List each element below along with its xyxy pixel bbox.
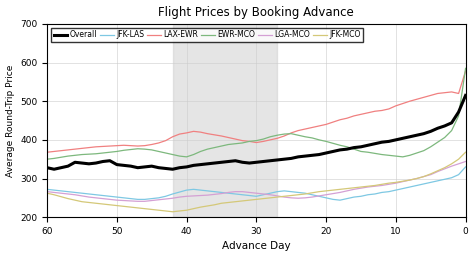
Line: JFK-LAS: JFK-LAS [47,167,465,200]
JFK-LAS [267,192,273,195]
LAX-EWR [44,151,50,154]
EWR-MCO [128,148,134,151]
LAX-EWR [191,130,196,133]
Overall [51,168,57,171]
JFK-LAS [128,197,134,200]
Line: LGA-MCO: LGA-MCO [47,161,465,201]
JFK-LAS [414,184,419,187]
LAX-EWR [128,144,134,147]
LGA-MCO [463,160,468,163]
LAX-EWR [267,138,273,141]
Line: JFK-MCO: JFK-MCO [47,152,465,212]
Line: LAX-EWR: LAX-EWR [47,71,465,152]
Overall [198,163,203,166]
JFK-MCO [198,206,203,209]
Overall [414,134,419,137]
Legend: Overall, JFK-LAS, LAX-EWR, EWR-MCO, LGA-MCO, JFK-MCO: Overall, JFK-LAS, LAX-EWR, EWR-MCO, LGA-… [51,28,363,42]
JFK-LAS [463,165,468,168]
EWR-MCO [191,153,196,156]
JFK-LAS [44,188,50,191]
JFK-LAS [142,198,147,201]
Bar [173,24,277,217]
Line: EWR-MCO: EWR-MCO [47,68,465,159]
Overall [302,154,308,158]
JFK-MCO [170,210,175,213]
Overall [274,158,280,161]
EWR-MCO [407,154,412,157]
LGA-MCO [149,199,155,202]
LAX-EWR [463,69,468,72]
JFK-MCO [128,206,134,209]
JFK-MCO [414,177,419,180]
LGA-MCO [198,194,203,197]
X-axis label: Advance Day: Advance Day [222,241,291,251]
Y-axis label: Average Round-Trip Price: Average Round-Trip Price [6,64,15,177]
LGA-MCO [414,177,419,180]
LGA-MCO [135,200,141,203]
JFK-MCO [302,192,308,196]
JFK-MCO [44,192,50,195]
LGA-MCO [44,190,50,193]
LAX-EWR [142,144,147,147]
LGA-MCO [302,196,308,199]
EWR-MCO [44,158,50,161]
JFK-MCO [463,151,468,154]
Overall [135,166,141,169]
LGA-MCO [128,199,134,203]
JFK-MCO [142,207,147,210]
EWR-MCO [142,148,147,151]
Line: Overall: Overall [47,95,465,169]
LAX-EWR [407,100,412,103]
JFK-LAS [295,191,301,194]
LAX-EWR [295,129,301,132]
Title: Flight Prices by Booking Advance: Flight Prices by Booking Advance [158,6,354,19]
Overall [149,164,155,168]
LGA-MCO [274,194,280,197]
JFK-LAS [337,199,343,202]
EWR-MCO [267,135,273,138]
Overall [44,166,50,169]
JFK-MCO [274,196,280,199]
EWR-MCO [463,67,468,70]
Overall [463,94,468,97]
JFK-LAS [191,188,196,191]
EWR-MCO [295,134,301,137]
